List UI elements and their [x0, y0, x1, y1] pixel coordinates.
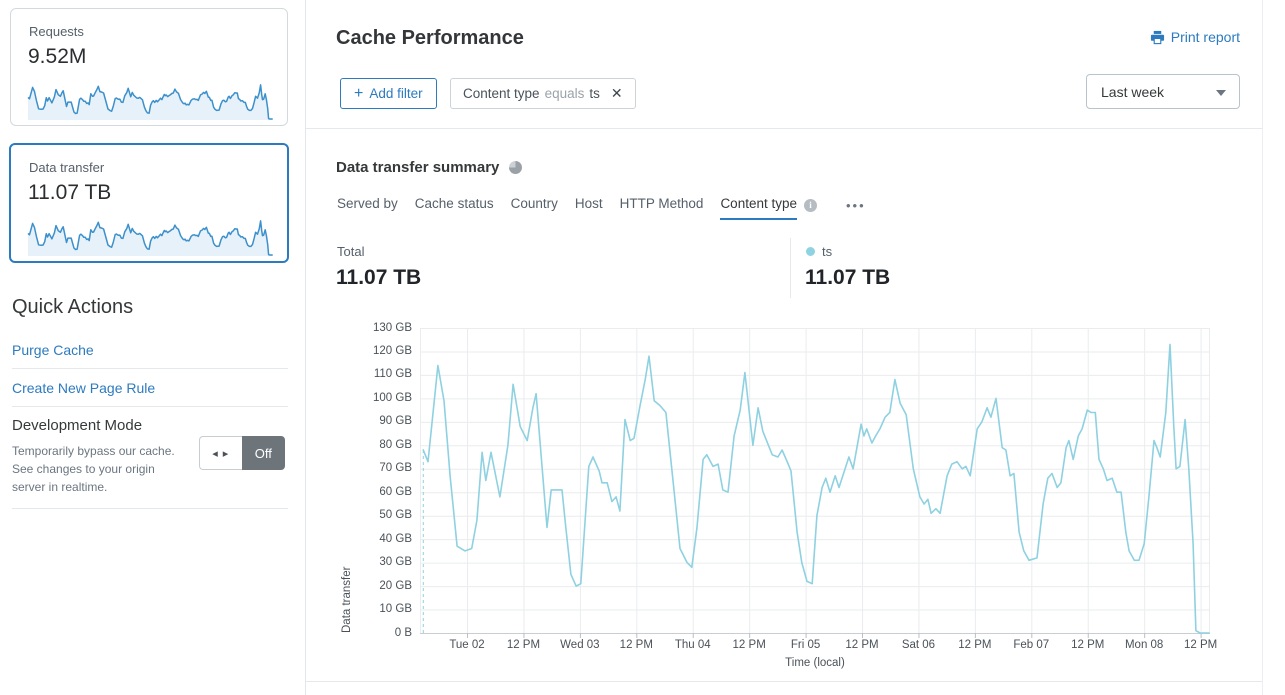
- tab-served-by[interactable]: Served by: [337, 196, 398, 220]
- data-transfer-chart[interactable]: Data transfer 0 B 10 GB 20 GB 30 GB 40 GB 50 …: [341, 322, 1217, 670]
- data-transfer-card-value: 11.07 TB: [28, 181, 112, 204]
- divider: [306, 128, 1262, 129]
- y-axis-tick-labels: 0 B 10 GB 20 GB 30 GB 40 GB 50 GB 60 GB 70 GB 80…: [373, 321, 412, 639]
- tab-country[interactable]: Country: [511, 196, 558, 220]
- remove-filter-icon[interactable]: ✕: [610, 85, 623, 101]
- sidebar-divider: [305, 0, 306, 695]
- requests-sparkline: [27, 77, 273, 121]
- tab-http-method[interactable]: HTTP Method: [620, 196, 704, 220]
- legend-series-name: ts: [822, 244, 833, 259]
- add-filter-label: Add filter: [369, 86, 423, 101]
- toggle-state-label: Off: [241, 436, 285, 470]
- filter-field: Content type: [463, 86, 540, 101]
- purge-cache-link[interactable]: Purge Cache: [12, 342, 94, 358]
- dev-mode-toggle[interactable]: ◂ ▸ Off: [199, 436, 285, 470]
- chart-plot-area[interactable]: [420, 328, 1210, 639]
- time-range-select[interactable]: Last week: [1086, 74, 1240, 109]
- x-axis-tick-labels: Tue 02 12 PM Wed 03 12 PM Thu 04 12 PM Fri 05 1…: [449, 639, 1218, 651]
- plus-icon: +: [354, 84, 364, 102]
- tab-label: Country: [510, 196, 558, 211]
- tab-content-type[interactable]: Content type i: [720, 196, 817, 220]
- legend-dot-icon: [806, 247, 815, 256]
- info-icon[interactable]: i: [804, 198, 817, 212]
- tab-label: Cache status: [414, 196, 494, 211]
- total-value: 11.07 TB: [336, 266, 422, 289]
- divider: [306, 681, 1262, 682]
- divider: [12, 368, 288, 369]
- print-report-button[interactable]: Print report: [1150, 29, 1240, 45]
- tab-label: Host: [574, 196, 603, 211]
- dev-mode-title: Development Mode: [12, 417, 143, 434]
- more-options-icon[interactable]: •••: [846, 198, 866, 213]
- time-range-value: Last week: [1101, 83, 1165, 100]
- data-transfer-metric-card[interactable]: Data transfer 11.07 TB: [9, 143, 289, 263]
- tab-label: Served by: [337, 196, 398, 211]
- add-filter-button[interactable]: + Add filter: [340, 78, 437, 109]
- summary-title: Data transfer summary: [336, 159, 500, 176]
- divider: [12, 406, 288, 407]
- dev-mode-description: Temporarily bypass our cache. See change…: [12, 444, 175, 494]
- tab-label: HTTP Method: [619, 196, 704, 211]
- toggle-arrows-icon: ◂ ▸: [199, 436, 242, 470]
- page-title: Cache Performance: [336, 27, 524, 49]
- legend-divider: [790, 238, 791, 298]
- legend-series-value: 11.07 TB: [805, 266, 891, 289]
- tab-cache-status[interactable]: Cache status: [415, 196, 494, 220]
- printer-icon: [1150, 30, 1165, 45]
- requests-card-label: Requests: [29, 24, 84, 39]
- tab-label: Content type: [720, 196, 797, 220]
- create-page-rule-link[interactable]: Create New Page Rule: [12, 380, 156, 396]
- tab-host[interactable]: Host: [575, 196, 603, 220]
- total-label: Total: [337, 244, 365, 259]
- data-transfer-card-label: Data transfer: [29, 160, 105, 175]
- data-transfer-sparkline: [27, 213, 273, 257]
- pie-chart-icon: [509, 161, 523, 174]
- series-legend: ts: [806, 244, 832, 259]
- summary-tabs: Served by Cache status Country Host HTTP Met…: [337, 196, 866, 220]
- x-axis-title: Time (local): [785, 657, 845, 669]
- chevron-down-icon: [1216, 90, 1226, 96]
- divider: [12, 508, 288, 509]
- filter-chip-content-type[interactable]: Content type equals ts ✕: [450, 78, 636, 109]
- filter-operator: equals: [544, 86, 585, 101]
- filter-value: ts: [589, 86, 600, 101]
- requests-card-value: 9.52M: [28, 45, 87, 68]
- summary-title-row: Data transfer summary: [336, 159, 523, 176]
- quick-actions-title: Quick Actions: [12, 296, 134, 318]
- right-edge-divider: [1262, 0, 1263, 695]
- print-report-label: Print report: [1170, 29, 1240, 45]
- requests-metric-card[interactable]: Requests 9.52M: [10, 8, 288, 126]
